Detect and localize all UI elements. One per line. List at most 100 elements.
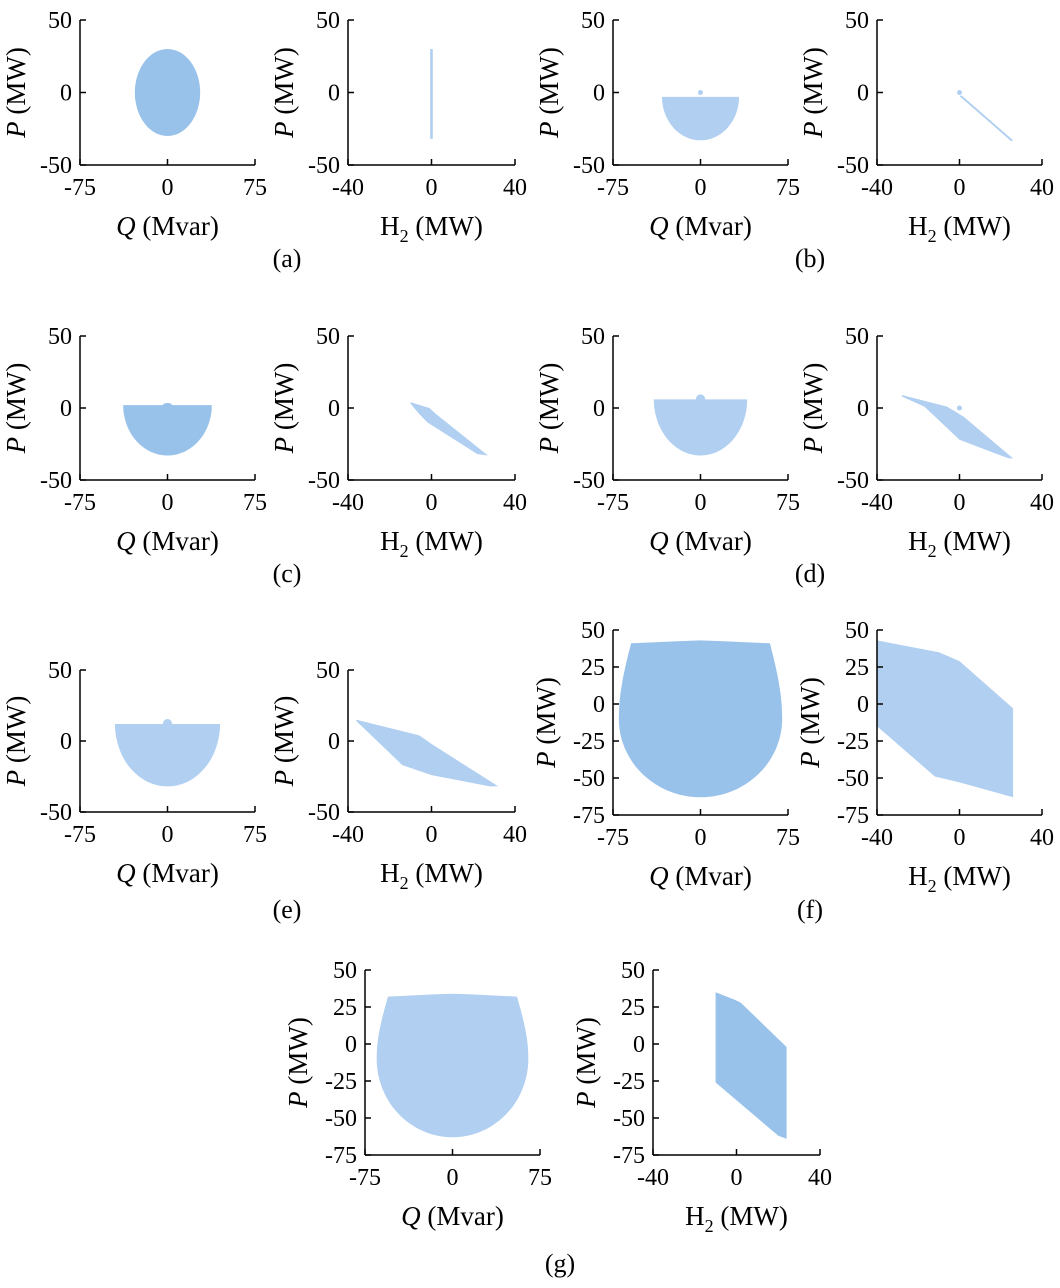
x-tick-label: 75 xyxy=(243,822,267,848)
x-tick-label: 40 xyxy=(808,1165,832,1191)
x-axis-label: Q (Mvar) xyxy=(649,861,752,891)
y-tick-label: 0 xyxy=(60,81,72,107)
x-tick-label: -40 xyxy=(332,822,364,848)
y-tick-label: 50 xyxy=(845,618,869,644)
y-tick-label: -50 xyxy=(40,468,72,494)
x-axis-label: Q (Mvar) xyxy=(116,526,219,556)
h2p-plot: -40 0 40 50 25 0 -25 -50 -75 H2 (MW) P (MW) xyxy=(571,958,832,1236)
y-tick-label: 50 xyxy=(581,618,605,644)
y-tick-label: -25 xyxy=(613,1069,645,1095)
x-tick-label: -40 xyxy=(332,490,364,516)
y-axis-label: P (MW) xyxy=(1,363,31,455)
y-tick-label: 25 xyxy=(581,655,605,681)
x-tick-label: 40 xyxy=(503,175,527,201)
panel-d: -75 0 75 50 0 -50 Q (Mvar) P (MW) -40 0 40 50 0 -50 H2… xyxy=(534,324,1054,588)
y-axis-label: P (MW) xyxy=(534,363,564,455)
y-tick-label: 50 xyxy=(581,8,605,34)
feasible-region xyxy=(662,96,739,141)
qp-plot: -75 0 75 50 0 -50 Q (Mvar) P (MW) xyxy=(1,324,267,556)
x-tick-label: 0 xyxy=(954,175,966,201)
y-tick-label: -50 xyxy=(308,468,340,494)
y-tick-label: -75 xyxy=(573,803,605,829)
y-axis-label: P (MW) xyxy=(1,47,31,139)
x-tick-label: 0 xyxy=(731,1165,743,1191)
feasible-region xyxy=(134,49,201,136)
feasible-region xyxy=(715,992,787,1139)
y-tick-label: 0 xyxy=(593,396,605,422)
y-tick-label: -75 xyxy=(613,1143,645,1169)
qp-plot: -75 0 75 50 0 -50 Q (Mvar) P (MW) xyxy=(1,658,267,888)
y-tick-label: -50 xyxy=(308,153,340,179)
y-tick-label: 0 xyxy=(857,692,869,718)
x-tick-label: 0 xyxy=(426,822,438,848)
y-tick-label: 50 xyxy=(581,324,605,350)
x-tick-label: -40 xyxy=(332,175,364,201)
qp-plot: -75 0 75 50 0 -50 Q (Mvar) P (MW) xyxy=(1,8,267,241)
h2p-plot: -40 0 40 50 0 -50 H2 (MW) P (MW) xyxy=(269,658,527,893)
y-axis-label: P (MW) xyxy=(1,696,31,788)
y-axis-label: P (MW) xyxy=(531,677,561,769)
h2p-plot: -40 0 40 50 0 -50 H2 (MW) P (MW) xyxy=(798,8,1054,246)
x-tick-label: 0 xyxy=(695,490,707,516)
y-tick-label: 50 xyxy=(333,958,357,984)
x-tick-label: -40 xyxy=(861,825,893,851)
x-tick-label: -75 xyxy=(64,822,96,848)
panel-label: (b) xyxy=(795,244,825,273)
feasible-region xyxy=(410,402,488,456)
y-tick-label: -25 xyxy=(325,1069,357,1095)
y-tick-label: -75 xyxy=(325,1143,357,1169)
y-tick-label: 0 xyxy=(60,396,72,422)
y-tick-label: -50 xyxy=(837,468,869,494)
x-axis-label: Q (Mvar) xyxy=(649,526,752,556)
y-tick-label: -50 xyxy=(837,766,869,792)
x-tick-label: 0 xyxy=(695,825,707,851)
x-axis-label: Q (Mvar) xyxy=(401,1201,504,1231)
x-tick-label: 0 xyxy=(162,822,174,848)
qp-plot: -75 0 75 50 0 -50 Q (Mvar) P (MW) xyxy=(534,8,800,241)
x-tick-label: 40 xyxy=(503,490,527,516)
y-tick-label: 0 xyxy=(60,729,72,755)
feasible-region xyxy=(430,49,433,139)
y-axis-label: P (MW) xyxy=(798,47,828,139)
x-tick-label: -75 xyxy=(597,175,629,201)
x-axis-label: H2 (MW) xyxy=(380,526,483,561)
x-tick-label: 0 xyxy=(426,490,438,516)
panel-g: -75 0 75 50 25 0 -25 -50 -75 Q (Mvar) P (MW) -40 0 40… xyxy=(283,958,832,1278)
panel-label: (g) xyxy=(545,1249,575,1278)
y-tick-label: -50 xyxy=(837,153,869,179)
y-tick-label: -25 xyxy=(573,729,605,755)
y-tick-label: 50 xyxy=(845,324,869,350)
x-tick-label: 0 xyxy=(162,490,174,516)
x-axis-label: H2 (MW) xyxy=(380,211,483,246)
panel-a: -75 0 75 50 0 -50 Q (Mvar) P (MW) -40 0 40 50 0 -50 H2… xyxy=(1,8,527,273)
x-tick-label: 0 xyxy=(447,1165,459,1191)
x-tick-label: -75 xyxy=(64,175,96,201)
y-tick-label: -50 xyxy=(40,800,72,826)
qp-plot: -75 0 75 50 25 0 -25 -50 -75 Q (Mvar) P (MW) xyxy=(283,958,552,1231)
x-tick-label: 75 xyxy=(776,175,800,201)
y-tick-label: -75 xyxy=(837,803,869,829)
y-tick-label: 0 xyxy=(345,1032,357,1058)
y-tick-label: 50 xyxy=(48,324,72,350)
x-tick-label: -40 xyxy=(637,1165,669,1191)
y-axis-label: P (MW) xyxy=(269,363,299,455)
y-tick-label: -25 xyxy=(837,729,869,755)
x-tick-label: 40 xyxy=(1030,490,1054,516)
feasible-region xyxy=(376,993,529,1138)
operating-point xyxy=(957,90,962,95)
x-axis-label: H2 (MW) xyxy=(908,526,1011,561)
y-tick-label: 50 xyxy=(48,8,72,34)
y-tick-label: 50 xyxy=(316,8,340,34)
y-tick-label: 0 xyxy=(328,729,340,755)
panel-label: (c) xyxy=(273,559,302,588)
feasible-region xyxy=(959,95,1014,142)
x-tick-label: -75 xyxy=(597,490,629,516)
x-tick-label: 75 xyxy=(776,490,800,516)
h2p-plot: -40 0 40 50 25 0 -25 -50 -75 H2 (MW) P (MW) xyxy=(795,618,1054,896)
x-tick-label: 0 xyxy=(954,825,966,851)
y-tick-label: 0 xyxy=(593,692,605,718)
x-axis-label: Q (Mvar) xyxy=(116,858,219,888)
y-axis-label: P (MW) xyxy=(798,363,828,455)
y-axis-label: P (MW) xyxy=(269,47,299,139)
